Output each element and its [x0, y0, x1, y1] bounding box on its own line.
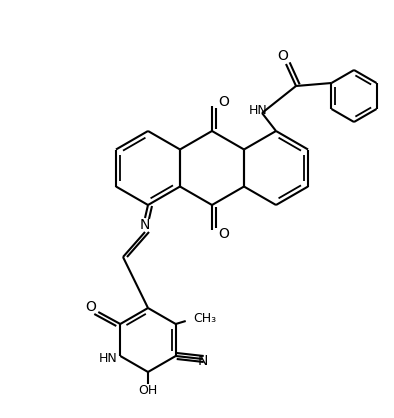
- Text: N: N: [140, 218, 150, 232]
- Text: CH₃: CH₃: [194, 313, 217, 326]
- Text: O: O: [218, 95, 229, 109]
- Text: HN: HN: [99, 352, 118, 364]
- Text: HN: HN: [249, 104, 268, 117]
- Text: O: O: [85, 300, 96, 314]
- Text: N: N: [198, 354, 208, 368]
- Text: O: O: [277, 49, 288, 63]
- Text: O: O: [218, 227, 229, 241]
- Text: OH: OH: [138, 383, 158, 397]
